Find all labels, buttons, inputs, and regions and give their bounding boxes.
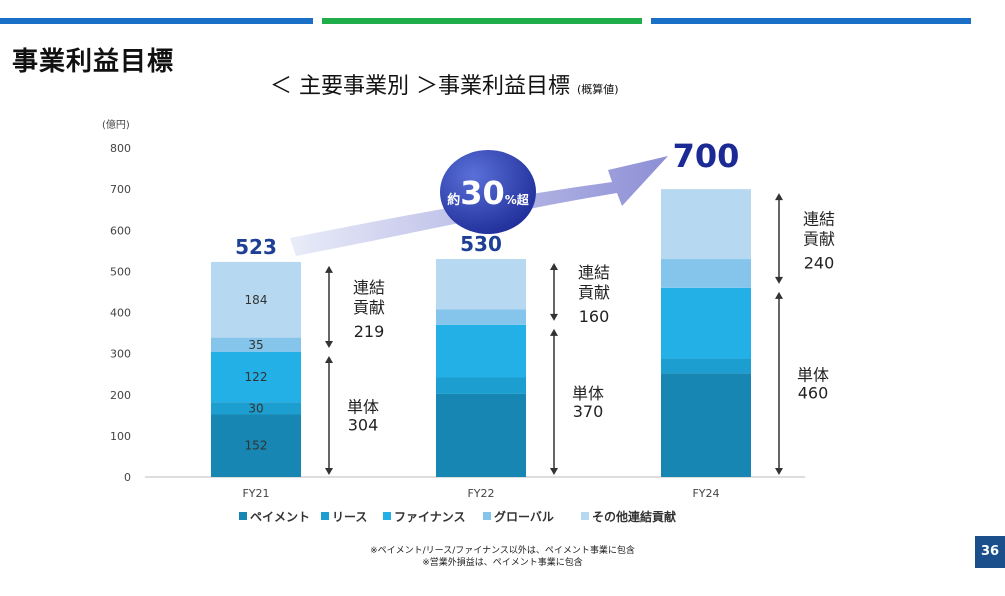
standalone-label: 単体 — [347, 397, 379, 416]
page-title: 事業利益目標 — [12, 47, 175, 77]
legend-label: ファイナンス — [394, 510, 466, 524]
y-tick-label: 100 — [110, 430, 131, 443]
y-tick-label: 300 — [110, 348, 131, 361]
consolidated-label: 連結 — [803, 209, 835, 228]
x-tick-label: FY21 — [242, 487, 269, 500]
consolidated-label: 貢献 — [803, 229, 835, 248]
bar-segment — [661, 287, 751, 359]
range-arrow-head — [550, 468, 558, 475]
bar-total-label: 530 — [460, 232, 502, 256]
range-arrow-head — [325, 265, 333, 273]
range-arrow-head — [775, 291, 783, 299]
y-tick-label: 500 — [110, 265, 131, 278]
growth-badge-text: 約30%超 — [447, 174, 530, 212]
range-arrow-head — [325, 355, 333, 363]
range-arrow-head — [325, 340, 333, 348]
legend-label: その他連結貢献 — [592, 509, 676, 524]
bar-segment — [436, 324, 526, 378]
bar-segment — [661, 259, 751, 288]
header-bar-right — [651, 18, 971, 24]
consolidated-label: 貢献 — [353, 298, 385, 317]
range-arrow-head — [325, 468, 333, 475]
growth-badge-number: 30 — [460, 174, 505, 212]
legend-swatch — [483, 512, 491, 520]
legend-swatch — [239, 512, 247, 520]
bar-segment — [661, 358, 751, 374]
bar-segment-label: 122 — [245, 370, 268, 384]
legend-swatch — [383, 512, 391, 520]
chart-title-sub: (概算値) — [577, 83, 619, 96]
x-tick-label: FY22 — [467, 487, 494, 500]
standalone-value: 304 — [348, 415, 379, 434]
standalone-value: 370 — [573, 402, 604, 421]
range-arrow-head — [775, 193, 783, 201]
bar-segment-label: 35 — [248, 338, 263, 352]
consolidated-label: 連結 — [353, 278, 385, 297]
header-bar-center — [322, 18, 642, 24]
footnote-1: ※ペイメント/リース/ファイナンス以外は、ペイメント事業に包含 — [370, 546, 635, 556]
legend-label: リース — [332, 510, 367, 524]
growth-badge-suffix: %超 — [505, 192, 530, 207]
bar-segment — [436, 393, 526, 477]
y-tick-label: 200 — [110, 389, 131, 402]
consolidated-value: 240 — [804, 253, 835, 272]
y-unit-label: (億円) — [102, 118, 130, 131]
chart-title: ＜ 主要事業別 ＞事業利益目標 (概算値) — [270, 68, 740, 100]
header-bar-left — [0, 18, 313, 24]
legend-label: ペイメント — [250, 510, 310, 524]
consolidated-value: 219 — [354, 322, 385, 341]
range-arrow-head — [775, 276, 783, 284]
bar-total-label: 523 — [235, 235, 277, 259]
y-tick-label: 400 — [110, 307, 131, 320]
legend-label: グローバル — [494, 509, 554, 524]
y-tick-label: 700 — [110, 183, 131, 196]
range-arrow-head — [550, 313, 558, 321]
chart-title-main: ＜ 主要事業別 ＞事業利益目標 — [270, 74, 570, 99]
y-tick-label: 0 — [124, 471, 131, 484]
bar-segment — [211, 261, 301, 338]
legend-swatch — [581, 512, 589, 520]
page-number: 36 — [975, 536, 1005, 568]
bar-segment — [436, 259, 526, 310]
legend-swatch — [321, 512, 329, 520]
bar-segment-label: 30 — [248, 401, 263, 415]
standalone-label: 単体 — [572, 384, 604, 403]
x-tick-label: FY24 — [692, 487, 719, 500]
standalone-value: 460 — [798, 383, 829, 402]
bar-segment-label: 152 — [245, 439, 268, 453]
bar-segment — [661, 373, 751, 477]
bar-segment — [211, 351, 301, 403]
growth-badge-prefix: 約 — [447, 192, 460, 208]
bar-segment — [436, 377, 526, 394]
bar-segment — [211, 337, 301, 352]
bar-segment — [211, 414, 301, 477]
bar-segment — [436, 309, 526, 325]
bar-segment-label: 184 — [245, 293, 268, 307]
range-arrow-head — [550, 328, 558, 336]
y-tick-label: 600 — [110, 224, 131, 237]
consolidated-value: 160 — [579, 307, 610, 326]
bar-total-label: 700 — [673, 137, 740, 175]
consolidated-label: 貢献 — [578, 283, 610, 302]
range-arrow-head — [550, 263, 558, 271]
standalone-label: 単体 — [797, 365, 829, 384]
range-arrow-head — [775, 468, 783, 475]
consolidated-label: 連結 — [578, 263, 610, 282]
footnote-2: ※営業外損益は、ペイメント事業に包含 — [422, 558, 583, 568]
y-tick-label: 800 — [110, 142, 131, 155]
growth-badge — [440, 150, 536, 234]
bar-segment — [661, 189, 751, 260]
bar-segment — [211, 402, 301, 415]
